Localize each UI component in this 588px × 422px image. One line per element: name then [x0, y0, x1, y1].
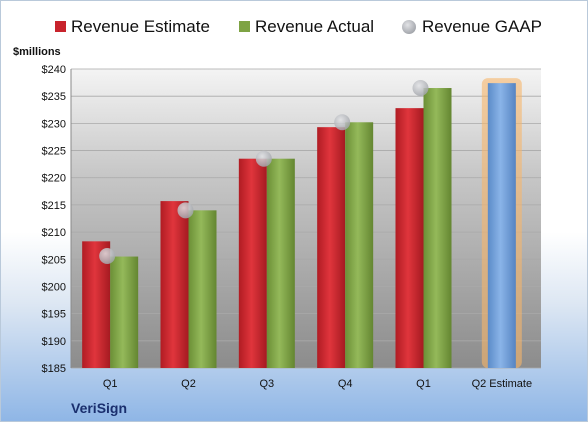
bar-revenue-actual	[266, 158, 295, 368]
legend: Revenue Estimate Revenue Actual Revenue …	[55, 17, 542, 36]
x-tick-label: Q1	[103, 378, 118, 390]
x-tick-label: Q3	[259, 378, 274, 390]
y-tick-label: $225	[42, 146, 66, 158]
legend-label-revenue-actual: Revenue Actual	[255, 17, 374, 36]
bar-revenue-actual	[345, 122, 374, 368]
plot-area	[71, 69, 541, 368]
bar-revenue-estimate	[395, 108, 424, 368]
x-tick-label: Q4	[338, 378, 353, 390]
y-tick-label: $240	[42, 64, 66, 76]
bar-revenue-estimate	[238, 158, 267, 368]
marker-revenue-gaap	[99, 248, 116, 265]
y-tick-label: $230	[42, 118, 66, 130]
y-tick-label: $185	[42, 363, 66, 375]
bar-revenue-actual	[188, 210, 217, 368]
marker-revenue-gaap	[412, 80, 429, 97]
marker-revenue-gaap	[177, 202, 194, 219]
x-tick-label: Q2	[181, 378, 196, 390]
company-name: VeriSign	[71, 400, 127, 416]
bar-revenue-estimate	[317, 127, 346, 368]
x-tick-label: Q2 Estimate	[472, 378, 533, 390]
y-tick-label: $220	[42, 173, 66, 185]
y-tick-label: $210	[42, 227, 66, 239]
x-tick-label: Q1	[416, 378, 431, 390]
marker-revenue-gaap	[255, 150, 272, 167]
bar-revenue-actual	[110, 256, 139, 368]
legend-swatch-revenue-actual	[239, 21, 250, 32]
legend-label-revenue-gaap: Revenue GAAP	[422, 17, 542, 36]
y-tick-label: $195	[42, 309, 66, 321]
y-tick-label: $235	[42, 91, 66, 103]
bar-revenue-actual	[423, 88, 452, 368]
bar-revenue-estimate	[160, 201, 189, 368]
legend-marker-revenue-gaap	[402, 20, 416, 34]
legend-label-revenue-estimate: Revenue Estimate	[71, 17, 210, 36]
y-tick-label: $215	[42, 200, 66, 212]
y-tick-label: $200	[42, 281, 66, 293]
bar-q2-estimate	[487, 83, 516, 368]
y-tick-label: $205	[42, 254, 66, 266]
unit-label: $millions	[13, 46, 61, 58]
y-tick-label: $190	[42, 336, 66, 348]
legend-swatch-revenue-estimate	[55, 21, 66, 32]
marker-revenue-gaap	[334, 114, 351, 131]
